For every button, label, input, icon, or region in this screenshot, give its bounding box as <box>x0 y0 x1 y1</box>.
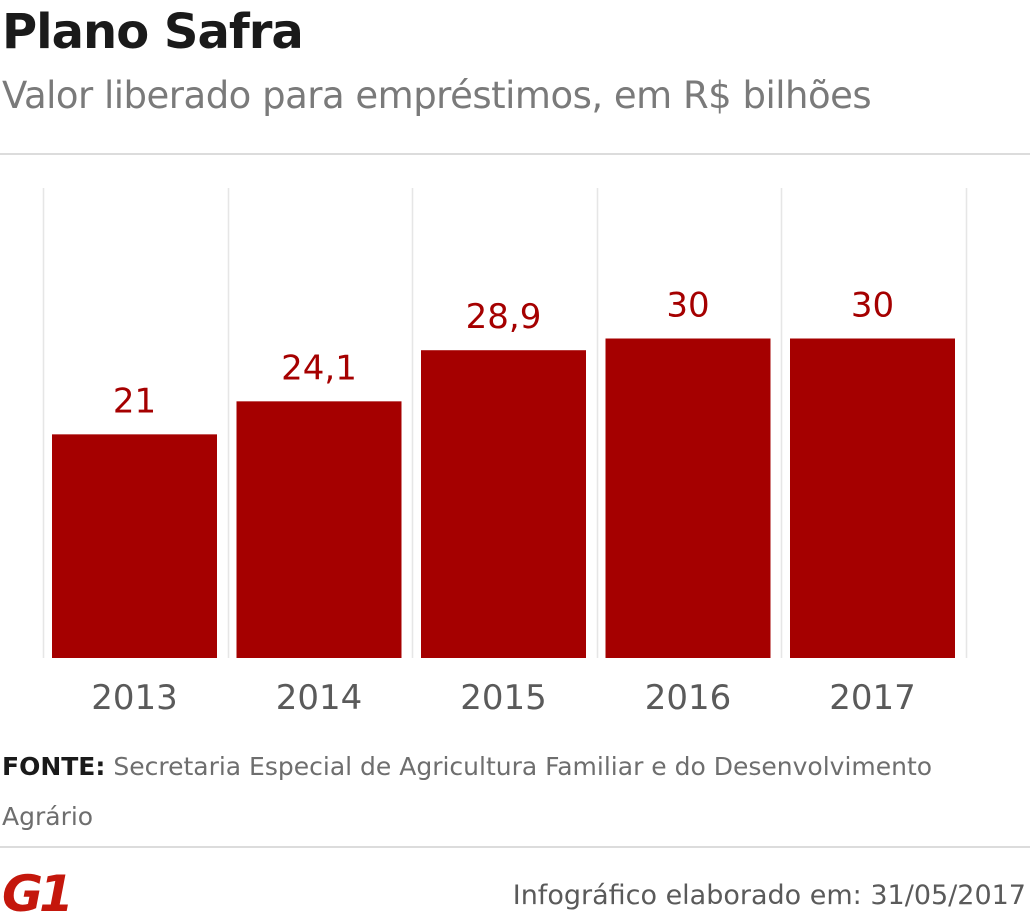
bar <box>790 338 955 658</box>
g1-logo: G1 <box>2 865 74 923</box>
source-text: Secretaria Especial de Agricultura Famil… <box>2 752 933 831</box>
source-note: FONTE: Secretaria Especial de Agricultur… <box>2 742 992 842</box>
bar-value-label: 30 <box>666 286 709 326</box>
x-tick-label: 2016 <box>645 678 732 718</box>
header-divider <box>0 153 1030 155</box>
bar <box>236 401 402 658</box>
x-tick-label: 2015 <box>460 678 547 718</box>
infographic-date: Infográfico elaborado em: 31/05/2017 <box>512 880 1026 911</box>
bar-value-label: 30 <box>851 286 894 326</box>
chart-subtitle: Valor liberado para empréstimos, em R$ b… <box>2 74 872 117</box>
bar-chart: 21 2013 24,1 2014 28,9 2015 30 2016 30 2017 <box>42 188 968 718</box>
x-tick-label: 2017 <box>829 678 916 718</box>
source-label: FONTE: <box>2 752 106 781</box>
bar-value-label: 24,1 <box>281 348 357 388</box>
x-tick-label: 2013 <box>91 678 178 718</box>
chart-title: Plano Safra <box>2 4 304 60</box>
footer-divider <box>0 846 1030 848</box>
bar <box>605 338 771 658</box>
bar-value-label: 28,9 <box>466 297 542 337</box>
bar-value-label: 21 <box>113 381 156 421</box>
bar <box>421 350 586 658</box>
x-tick-label: 2014 <box>276 678 363 718</box>
bar <box>52 434 217 658</box>
